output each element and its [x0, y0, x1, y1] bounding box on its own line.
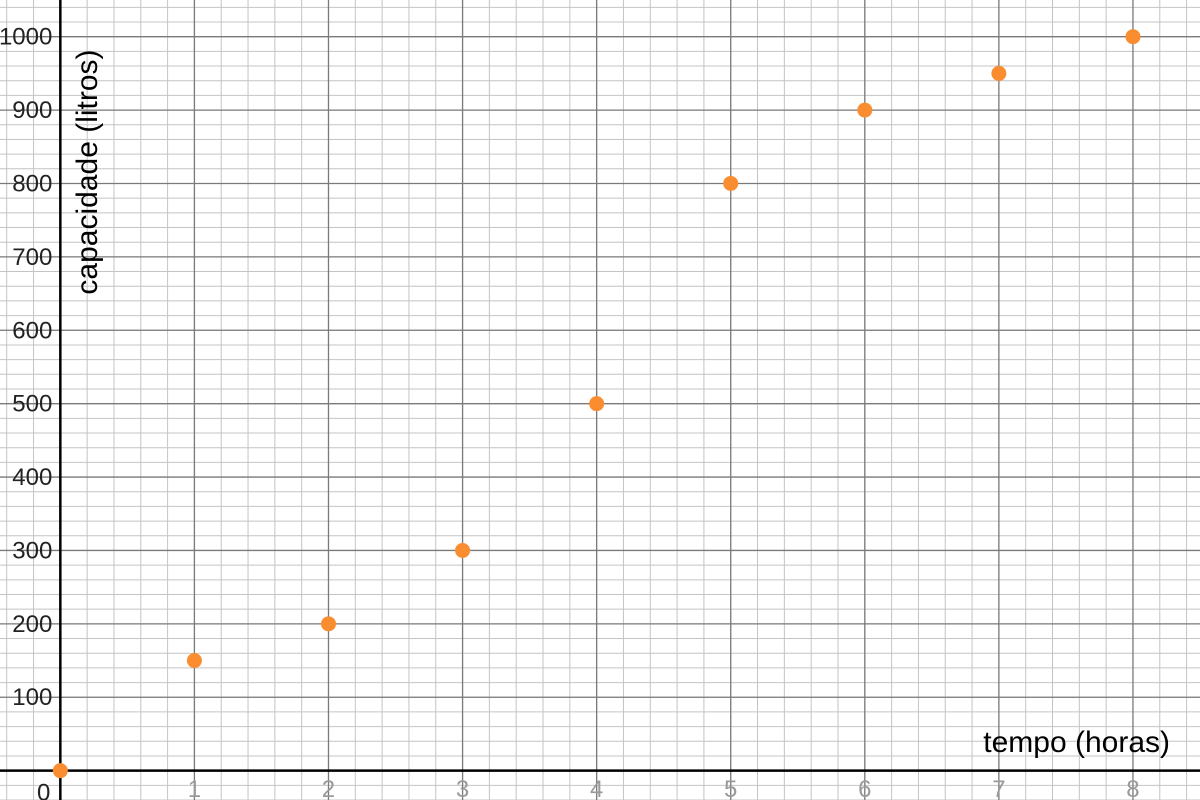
y-tick-label: 100 — [12, 684, 52, 711]
x-tick-label: 4 — [590, 776, 603, 800]
data-point — [723, 175, 739, 191]
x-tick-label: 1 — [188, 776, 201, 800]
x-tick-label: 2 — [322, 776, 335, 800]
x-tick-label: 5 — [724, 776, 737, 800]
y-tick-label: 800 — [12, 170, 52, 197]
data-point — [455, 542, 471, 558]
data-point — [589, 396, 605, 412]
data-point — [186, 653, 202, 669]
x-tick-label: 3 — [456, 776, 469, 800]
data-point — [1125, 29, 1141, 45]
y-tick-label: 400 — [12, 464, 52, 491]
data-point — [991, 65, 1007, 81]
data-points — [52, 29, 1141, 779]
y-tick-label: 1000 — [0, 24, 52, 51]
data-point — [857, 102, 873, 118]
x-tick-label: 6 — [858, 776, 871, 800]
data-point — [320, 616, 336, 632]
y-tick-label: 700 — [12, 244, 52, 271]
x-axis-title: tempo (horas) — [983, 726, 1170, 759]
y-tick-label: 600 — [12, 317, 52, 344]
y-tick-label: 300 — [12, 537, 52, 564]
y-tick-label: 900 — [12, 97, 52, 124]
x-tick-label: 7 — [992, 776, 1005, 800]
x-tick-label: 8 — [1126, 776, 1139, 800]
y-tick-label: 500 — [12, 391, 52, 418]
origin-label: 0 — [37, 780, 50, 800]
y-tick-label: 200 — [12, 611, 52, 638]
data-point — [52, 763, 68, 779]
tick-labels: 1 2 3 4 5 6 7 8 100 200 300 400 500 600 700 800 900 1000 0 — [0, 24, 1140, 800]
y-axis-title: capacidade (litros) — [71, 49, 104, 294]
